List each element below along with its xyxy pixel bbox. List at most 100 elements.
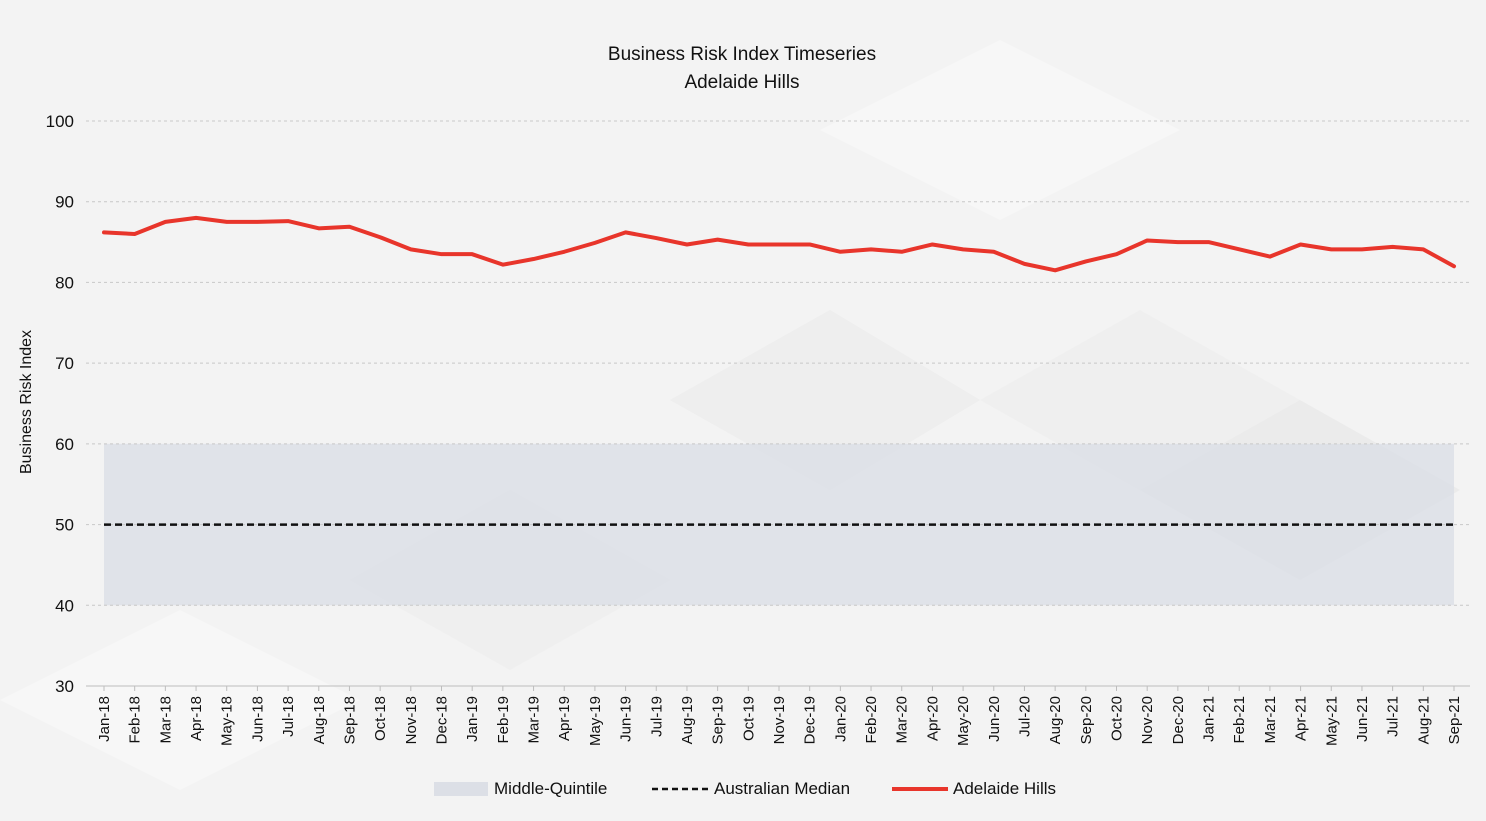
x-tick-label: Sep-21 <box>1446 696 1463 744</box>
data-point <box>686 243 688 245</box>
data-point <box>103 231 105 233</box>
data-point <box>1208 241 1210 243</box>
legend-label-australian-median: Australian Median <box>714 779 850 798</box>
data-point <box>655 237 657 239</box>
legend-label-adelaide-hills: Adelaide Hills <box>953 779 1056 798</box>
x-tick-label: Aug-18 <box>311 696 328 744</box>
x-tick-label: Aug-19 <box>679 696 696 744</box>
x-tick-label: Apr-19 <box>556 696 573 741</box>
data-point <box>256 221 258 223</box>
data-point <box>563 251 565 253</box>
data-point <box>870 248 872 250</box>
data-point <box>778 243 780 245</box>
data-point <box>441 253 442 255</box>
data-point <box>1330 248 1332 250</box>
y-tick-label: 100 <box>46 112 74 131</box>
data-point <box>1453 265 1455 267</box>
data-point <box>195 217 197 219</box>
x-tick-label: Mar-19 <box>526 696 543 744</box>
x-tick-label: Nov-19 <box>771 696 788 744</box>
y-tick-label: 80 <box>55 273 74 292</box>
x-tick-label: Jun-21 <box>1354 696 1371 742</box>
data-point <box>1422 248 1424 250</box>
data-point <box>502 264 504 266</box>
data-point <box>1054 269 1056 271</box>
bg-shape <box>0 610 360 790</box>
data-point <box>1361 248 1363 250</box>
data-point <box>809 243 811 245</box>
x-tick-label: Nov-20 <box>1139 696 1156 744</box>
x-tick-label: Jul-21 <box>1385 696 1402 737</box>
y-tick-label: 70 <box>55 354 74 373</box>
data-point <box>1116 253 1117 255</box>
data-point <box>164 221 166 223</box>
x-tick-label: Oct-20 <box>1109 696 1126 741</box>
data-point <box>717 239 719 241</box>
data-point <box>747 243 749 245</box>
x-tick-label: Jun-19 <box>618 696 635 742</box>
y-tick-label: 90 <box>55 193 74 212</box>
x-tick-label: Apr-20 <box>924 696 941 741</box>
x-tick-label: Apr-21 <box>1293 696 1310 741</box>
legend-swatch-middle-quintile <box>434 782 488 796</box>
data-point <box>1392 246 1394 248</box>
x-tick-label: Jan-20 <box>832 696 849 742</box>
x-tick-label: Jan-19 <box>464 696 481 742</box>
x-tick-label: Jun-18 <box>249 696 266 742</box>
data-point <box>1269 256 1271 258</box>
data-point <box>410 248 412 250</box>
data-point <box>931 243 933 245</box>
series-layer <box>102 215 1456 273</box>
background-decor <box>0 40 1460 790</box>
y-axis-ticks: 30 40 50 60 70 80 90 100 <box>46 112 74 696</box>
x-tick-label: Jun-20 <box>986 696 1003 742</box>
bg-shape <box>820 40 1180 220</box>
x-tick-label: May-20 <box>955 696 972 746</box>
data-point <box>533 258 535 260</box>
legend: Middle-Quintile Australian Median Adelai… <box>434 779 1056 798</box>
x-tick-label: Jul-20 <box>1016 696 1033 737</box>
data-point <box>348 226 350 228</box>
x-tick-label: May-19 <box>587 696 604 746</box>
data-point <box>625 231 627 233</box>
x-tick-label: Dec-19 <box>802 696 819 744</box>
x-tick-label: Dec-20 <box>1170 696 1187 744</box>
x-tick-label: Jul-19 <box>648 696 665 737</box>
data-point <box>962 248 964 250</box>
x-tick-label: Jul-18 <box>280 696 297 737</box>
chart-subtitle: Adelaide Hills <box>684 72 799 93</box>
data-point <box>1238 248 1240 250</box>
x-tick-label: Mar-18 <box>157 696 174 744</box>
x-tick-label: Dec-18 <box>434 696 451 744</box>
x-tick-label: Feb-18 <box>127 696 144 744</box>
x-tick-label: Jan-18 <box>96 696 113 742</box>
x-tick-label: Feb-21 <box>1231 696 1248 744</box>
data-point <box>471 253 473 255</box>
x-tick-label: Aug-20 <box>1047 696 1064 744</box>
x-tick-label: Aug-21 <box>1415 696 1432 744</box>
legend-label-middle-quintile: Middle-Quintile <box>494 779 607 798</box>
data-point <box>287 220 289 222</box>
y-axis-label: Business Risk Index <box>18 330 35 474</box>
x-tick-label: May-21 <box>1323 696 1340 746</box>
data-point <box>1085 260 1087 262</box>
data-point <box>318 227 320 229</box>
data-point <box>134 233 136 235</box>
x-tick-label: Oct-18 <box>372 696 389 741</box>
x-tick-label: Sep-20 <box>1078 696 1095 744</box>
data-point <box>1177 241 1179 243</box>
y-tick-label: 30 <box>55 677 74 696</box>
x-axis-ticks: Jan-18 Feb-18 Mar-18 Apr-18 May-18 Jun-18 Jul-… <box>96 686 1463 746</box>
chart-title: Business Risk Index Timeseries <box>608 44 876 65</box>
x-tick-label: Jan-21 <box>1201 696 1218 742</box>
y-tick-label: 50 <box>55 516 74 535</box>
y-tick-label: 40 <box>55 596 74 615</box>
x-tick-label: May-18 <box>219 696 236 746</box>
data-point <box>993 251 995 253</box>
data-point <box>594 242 596 244</box>
x-tick-label: Sep-18 <box>341 696 358 744</box>
x-tick-label: Feb-20 <box>863 696 880 744</box>
x-tick-label: Oct-19 <box>740 696 757 741</box>
